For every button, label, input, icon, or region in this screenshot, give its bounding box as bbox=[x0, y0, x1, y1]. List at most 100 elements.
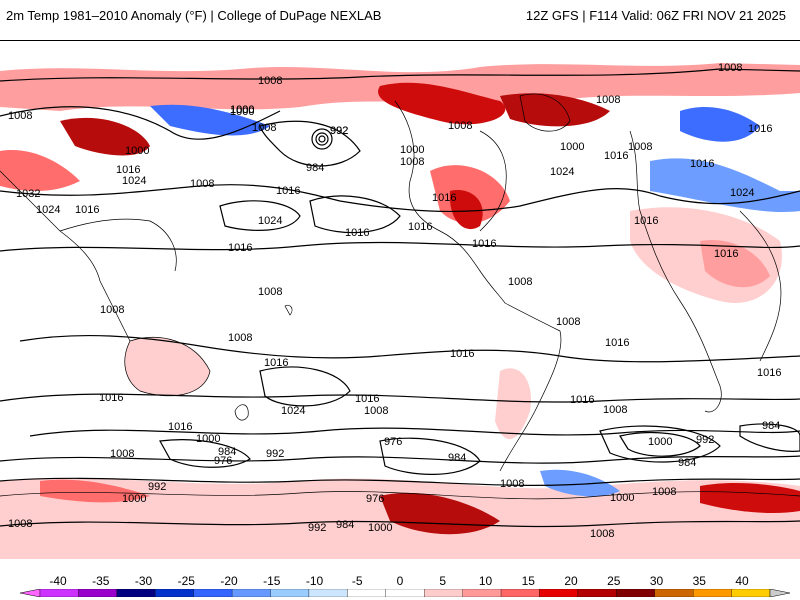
isobar-label: 1016 bbox=[408, 221, 432, 233]
isobar-label: 1008 bbox=[596, 94, 620, 106]
isobar-label: 984 bbox=[678, 457, 696, 469]
isobar-label: 992 bbox=[308, 522, 326, 534]
isobar-label: 1016 bbox=[605, 337, 629, 349]
colorbar-tick-label: 15 bbox=[521, 574, 535, 588]
isobar-label: 1016 bbox=[228, 242, 252, 254]
colorbar-swatch bbox=[693, 589, 732, 597]
isobar-label: 976 bbox=[384, 436, 402, 448]
colorbar-tick-label: -10 bbox=[305, 574, 324, 588]
isobar-label: 1008 bbox=[400, 156, 424, 168]
isobar-label: 1008 bbox=[364, 405, 388, 417]
isobar-label: 1024 bbox=[36, 204, 60, 216]
isobar-label: 1016 bbox=[276, 185, 300, 197]
isobar-label: 1016 bbox=[748, 123, 772, 135]
isobar-label: 1008 bbox=[500, 478, 524, 490]
isobar-label: 1008 bbox=[190, 178, 214, 190]
isobar-label: 1016 bbox=[714, 248, 738, 260]
isobar-label: 1016 bbox=[355, 393, 379, 405]
isobar-label: 1008 bbox=[110, 448, 134, 460]
isobar-label: 1016 bbox=[99, 392, 123, 404]
isobar-label: 1008 bbox=[718, 62, 742, 74]
colorbar-swatch bbox=[616, 589, 655, 597]
colorbar-tick-label: -25 bbox=[177, 574, 195, 588]
isobar-label: 1008 bbox=[603, 404, 627, 416]
isobar-label: 1008 bbox=[556, 316, 580, 328]
colorbar-swatch bbox=[231, 589, 271, 597]
isobar-label: 984 bbox=[762, 420, 780, 432]
colorbar-tick-label: -30 bbox=[134, 574, 153, 588]
isobar-label: 1008 bbox=[628, 141, 652, 153]
colorbar-tick-label: -15 bbox=[263, 574, 281, 588]
colorbar bbox=[20, 589, 790, 597]
isobar-label: 1016 bbox=[264, 357, 288, 369]
isobar-label: 1008 bbox=[652, 486, 676, 498]
isobar-label: 1000 bbox=[230, 104, 254, 116]
isobar-label: 976 bbox=[214, 455, 232, 467]
colorbar-tick-label: -20 bbox=[220, 574, 238, 588]
isobar-label: 1016 bbox=[345, 227, 369, 239]
isobar-label: 1024 bbox=[122, 175, 146, 187]
isobar-label: 1024 bbox=[550, 166, 574, 178]
isobar-label: 1016 bbox=[75, 204, 99, 216]
isobar-label: 1000 bbox=[648, 436, 672, 448]
map-title: 2m Temp 1981–2010 Anomaly (°F) | College… bbox=[6, 8, 382, 23]
colorbar-swatch bbox=[347, 589, 386, 597]
colorbar-swatch bbox=[500, 589, 540, 597]
isobar-label: 1016 bbox=[604, 150, 628, 162]
colorbar-swatch bbox=[654, 589, 694, 597]
isobar-label: 984 bbox=[218, 446, 236, 458]
isobar-label: 1008 bbox=[590, 528, 614, 540]
colorbar-swatch bbox=[731, 589, 771, 597]
colorbar-tick-label: 30 bbox=[649, 574, 664, 588]
isobar-label: 992 bbox=[266, 448, 284, 460]
isobar-label: 1000 bbox=[125, 145, 149, 157]
isobar-label: 976 bbox=[366, 493, 384, 505]
isobar-label: 1000 bbox=[230, 104, 254, 116]
isobar-label: 1000 bbox=[368, 522, 392, 534]
colorbar-swatch bbox=[424, 589, 463, 597]
isobar-label: 1000 bbox=[400, 144, 424, 156]
colorbar-tick-label: -35 bbox=[92, 574, 110, 588]
isobar-label: 1000 bbox=[610, 492, 634, 504]
isobar-label: 1008 bbox=[100, 304, 124, 316]
run-valid-info: 12Z GFS | F114 Valid: 06Z FRI NOV 21 202… bbox=[525, 8, 786, 23]
isobar-label: 1024 bbox=[281, 405, 305, 417]
anomaly-shading bbox=[0, 63, 800, 559]
colorbar-tick-label: 0 bbox=[396, 574, 404, 588]
colorbar-swatch bbox=[577, 589, 617, 597]
colorbar-tick-label: 40 bbox=[735, 574, 749, 588]
colorbar-tick-label: 35 bbox=[692, 574, 706, 588]
isobar-label: 1000 bbox=[196, 433, 220, 445]
colorbar-swatch bbox=[39, 589, 79, 597]
colorbar-swatch bbox=[539, 589, 579, 597]
coastlines bbox=[0, 93, 800, 500]
anomaly-map: 1008 1000 1008 992 1008 1016 1008 1000 1… bbox=[0, 40, 800, 559]
isobar-label: 1016 bbox=[116, 164, 140, 176]
isobar-label: 1016 bbox=[570, 394, 594, 406]
isobar-label: 984 bbox=[336, 519, 354, 531]
colorbar-tick-label: 25 bbox=[607, 574, 621, 588]
isobar-label: 1016 bbox=[450, 348, 474, 360]
map-background bbox=[0, 41, 800, 559]
header: 2m Temp 1981–2010 Anomaly (°F) | College… bbox=[0, 0, 800, 32]
colorbar-swatch bbox=[155, 589, 194, 597]
colorbar-swatch bbox=[462, 589, 502, 597]
isobar-label: 1000 bbox=[560, 141, 584, 153]
isobar-label: 984 bbox=[306, 162, 324, 174]
isobar-label: 1000 bbox=[230, 106, 254, 118]
isobar-label: 1016 bbox=[634, 215, 658, 227]
isobar-label: 1008 bbox=[8, 110, 32, 122]
colorbar-swatches bbox=[20, 589, 790, 597]
colorbar-tick-label: 20 bbox=[564, 574, 578, 588]
isobar-label: 1024 bbox=[730, 187, 754, 199]
isobar-label: 1008 bbox=[8, 518, 32, 530]
isobar-label: 992 bbox=[696, 434, 714, 446]
isobar-label: 1016 bbox=[432, 192, 456, 204]
colorbar-swatch bbox=[308, 589, 348, 597]
colorbar-tick-label: 5 bbox=[439, 574, 447, 588]
isobar-label: 1016 bbox=[472, 238, 496, 250]
colorbar-swatch bbox=[270, 589, 310, 597]
isobars bbox=[0, 68, 800, 528]
isobar-label: 1016 bbox=[690, 158, 714, 170]
map-canvas: 1008 1000 1008 992 1008 1016 1008 1000 1… bbox=[0, 41, 800, 559]
